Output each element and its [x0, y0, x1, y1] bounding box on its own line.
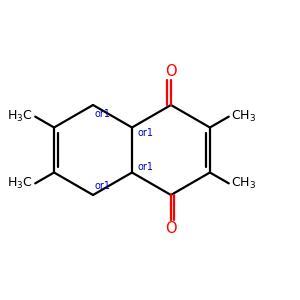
Text: or1: or1 [137, 162, 153, 172]
Text: or1: or1 [94, 181, 110, 191]
Text: H$_3$C: H$_3$C [7, 176, 33, 191]
Text: or1: or1 [137, 128, 153, 138]
Text: CH$_3$: CH$_3$ [231, 109, 256, 124]
Text: O: O [165, 221, 177, 236]
Text: H$_3$C: H$_3$C [7, 109, 33, 124]
Text: O: O [165, 64, 177, 79]
Text: CH$_3$: CH$_3$ [231, 176, 256, 191]
Text: or1: or1 [94, 109, 110, 119]
